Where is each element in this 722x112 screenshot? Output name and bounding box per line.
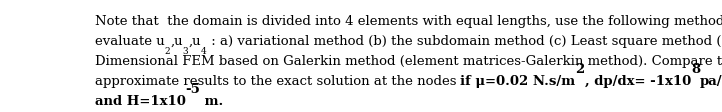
Text: -5: -5 xyxy=(186,82,201,95)
Text: 8: 8 xyxy=(691,62,700,75)
Text: 2: 2 xyxy=(165,46,170,55)
Text: 4: 4 xyxy=(201,46,206,55)
Text: 3: 3 xyxy=(183,46,188,55)
Text: evaluate u: evaluate u xyxy=(95,35,165,47)
Text: Note that  the domain is divided into 4 elements with equal lengths, use the fol: Note that the domain is divided into 4 e… xyxy=(95,15,722,28)
Text: ,u: ,u xyxy=(170,35,183,47)
Text: if μ=0.02 N.s/m: if μ=0.02 N.s/m xyxy=(461,74,575,87)
Text: 2: 2 xyxy=(575,62,585,75)
Text: ,u: ,u xyxy=(188,35,201,47)
Text: , dp/dx= -1x10: , dp/dx= -1x10 xyxy=(585,74,691,87)
Text: and H=1x10: and H=1x10 xyxy=(95,94,186,107)
Text: : a) variational method (b) the subdomain method (c) Least square method (d) One: : a) variational method (b) the subdomai… xyxy=(206,35,722,47)
Text: approximate results to the exact solution at the nodes: approximate results to the exact solutio… xyxy=(95,74,461,87)
Text: m.: m. xyxy=(201,94,224,107)
Text: Dimensional FEM based on Galerkin method (element matrices-Galerkin method). Com: Dimensional FEM based on Galerkin method… xyxy=(95,54,722,67)
Text: pa/m: pa/m xyxy=(700,74,722,87)
